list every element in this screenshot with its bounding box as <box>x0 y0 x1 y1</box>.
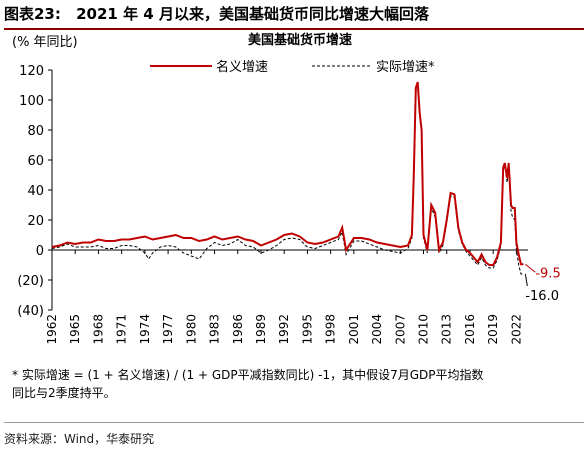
y-tick-label: 0 <box>36 244 44 259</box>
x-tick-label: 1965 <box>68 314 82 345</box>
x-tick-label: 1977 <box>161 314 175 345</box>
x-tick-label: 2010 <box>417 314 431 345</box>
x-axis: 1962 1965 1968 1971 1974 1977 1980 1983 1986 1989… <box>45 249 528 345</box>
y-axis-label: (% 年同比) <box>12 35 78 50</box>
x-tick-label: 1983 <box>208 314 222 345</box>
nominal-end-label: -9.5 <box>535 266 560 281</box>
series-line-real <box>51 87 524 275</box>
figure-header: 图表23: 2021 年 4 月以来，美国基础货币同比增速大幅回落 <box>4 2 584 30</box>
x-tick-label: 2001 <box>347 314 361 345</box>
nominal-end-leader <box>525 263 536 273</box>
figure-title: 2021 年 4 月以来，美国基础货币同比增速大幅回落 <box>76 5 429 23</box>
y-tick-label: 120 <box>19 64 44 79</box>
x-tick-label: 2004 <box>370 314 384 345</box>
footnote: * 实际增速 = (1 + 名义增速) / (1 + GDP平减指数同比) -1… <box>12 366 582 402</box>
y-axis: 120 100 80 60 40 20 0 (20) (40) <box>17 64 53 319</box>
y-tick-label: 100 <box>19 94 44 109</box>
x-tick-label: 2007 <box>393 314 407 345</box>
y-tick-label: 60 <box>27 154 44 169</box>
y-tick-label: 80 <box>27 124 44 139</box>
x-tick-label: 2022 <box>509 314 523 345</box>
end-labels: -9.5 -16.0 <box>524 263 561 304</box>
real-end-label: -16.0 <box>525 289 559 304</box>
x-tick-label: 1971 <box>115 314 129 345</box>
legend-label-real: 实际增速* <box>376 60 435 75</box>
x-tick-label: 1980 <box>184 314 198 345</box>
series-group <box>51 81 524 275</box>
source-note: 资料来源：Wind，华泰研究 <box>4 432 155 446</box>
x-tick-label: 1986 <box>231 314 245 345</box>
legend: 名义增速 实际增速* <box>150 59 435 75</box>
x-tick-label: 1995 <box>300 314 314 345</box>
x-tick-label: 1992 <box>277 314 291 345</box>
figure-label: 图表23: <box>4 5 61 23</box>
y-tick-label: (40) <box>17 304 44 319</box>
x-tick-label: 1989 <box>254 314 268 345</box>
footnote-line-1: * 实际增速 = (1 + 名义增速) / (1 + GDP平减指数同比) -1… <box>12 368 484 382</box>
x-tick-label: 2013 <box>440 314 454 345</box>
line-chart: (% 年同比) 美国基础货币增速 名义增速 实际增速* 120 100 80 60 40 2… <box>12 32 561 345</box>
series-line-nominal <box>51 81 524 266</box>
footnote-line-2: 同比与2季度持平。 <box>12 386 116 400</box>
x-tick-label: 2019 <box>486 314 500 345</box>
chart-title: 美国基础货币增速 <box>248 32 352 48</box>
y-tick-label: (20) <box>17 274 44 289</box>
x-tick-label: 1998 <box>324 314 338 345</box>
x-tick-label: 1962 <box>45 314 59 345</box>
legend-label-nominal: 名义增速 <box>216 59 268 75</box>
x-tick-label: 1974 <box>138 314 152 345</box>
source-divider <box>4 422 584 423</box>
x-tick-label: 2016 <box>463 314 477 345</box>
x-tick-label: 1968 <box>91 314 105 345</box>
real-end-leader <box>524 273 528 287</box>
y-tick-label: 40 <box>27 184 44 199</box>
y-tick-label: 20 <box>27 214 44 229</box>
